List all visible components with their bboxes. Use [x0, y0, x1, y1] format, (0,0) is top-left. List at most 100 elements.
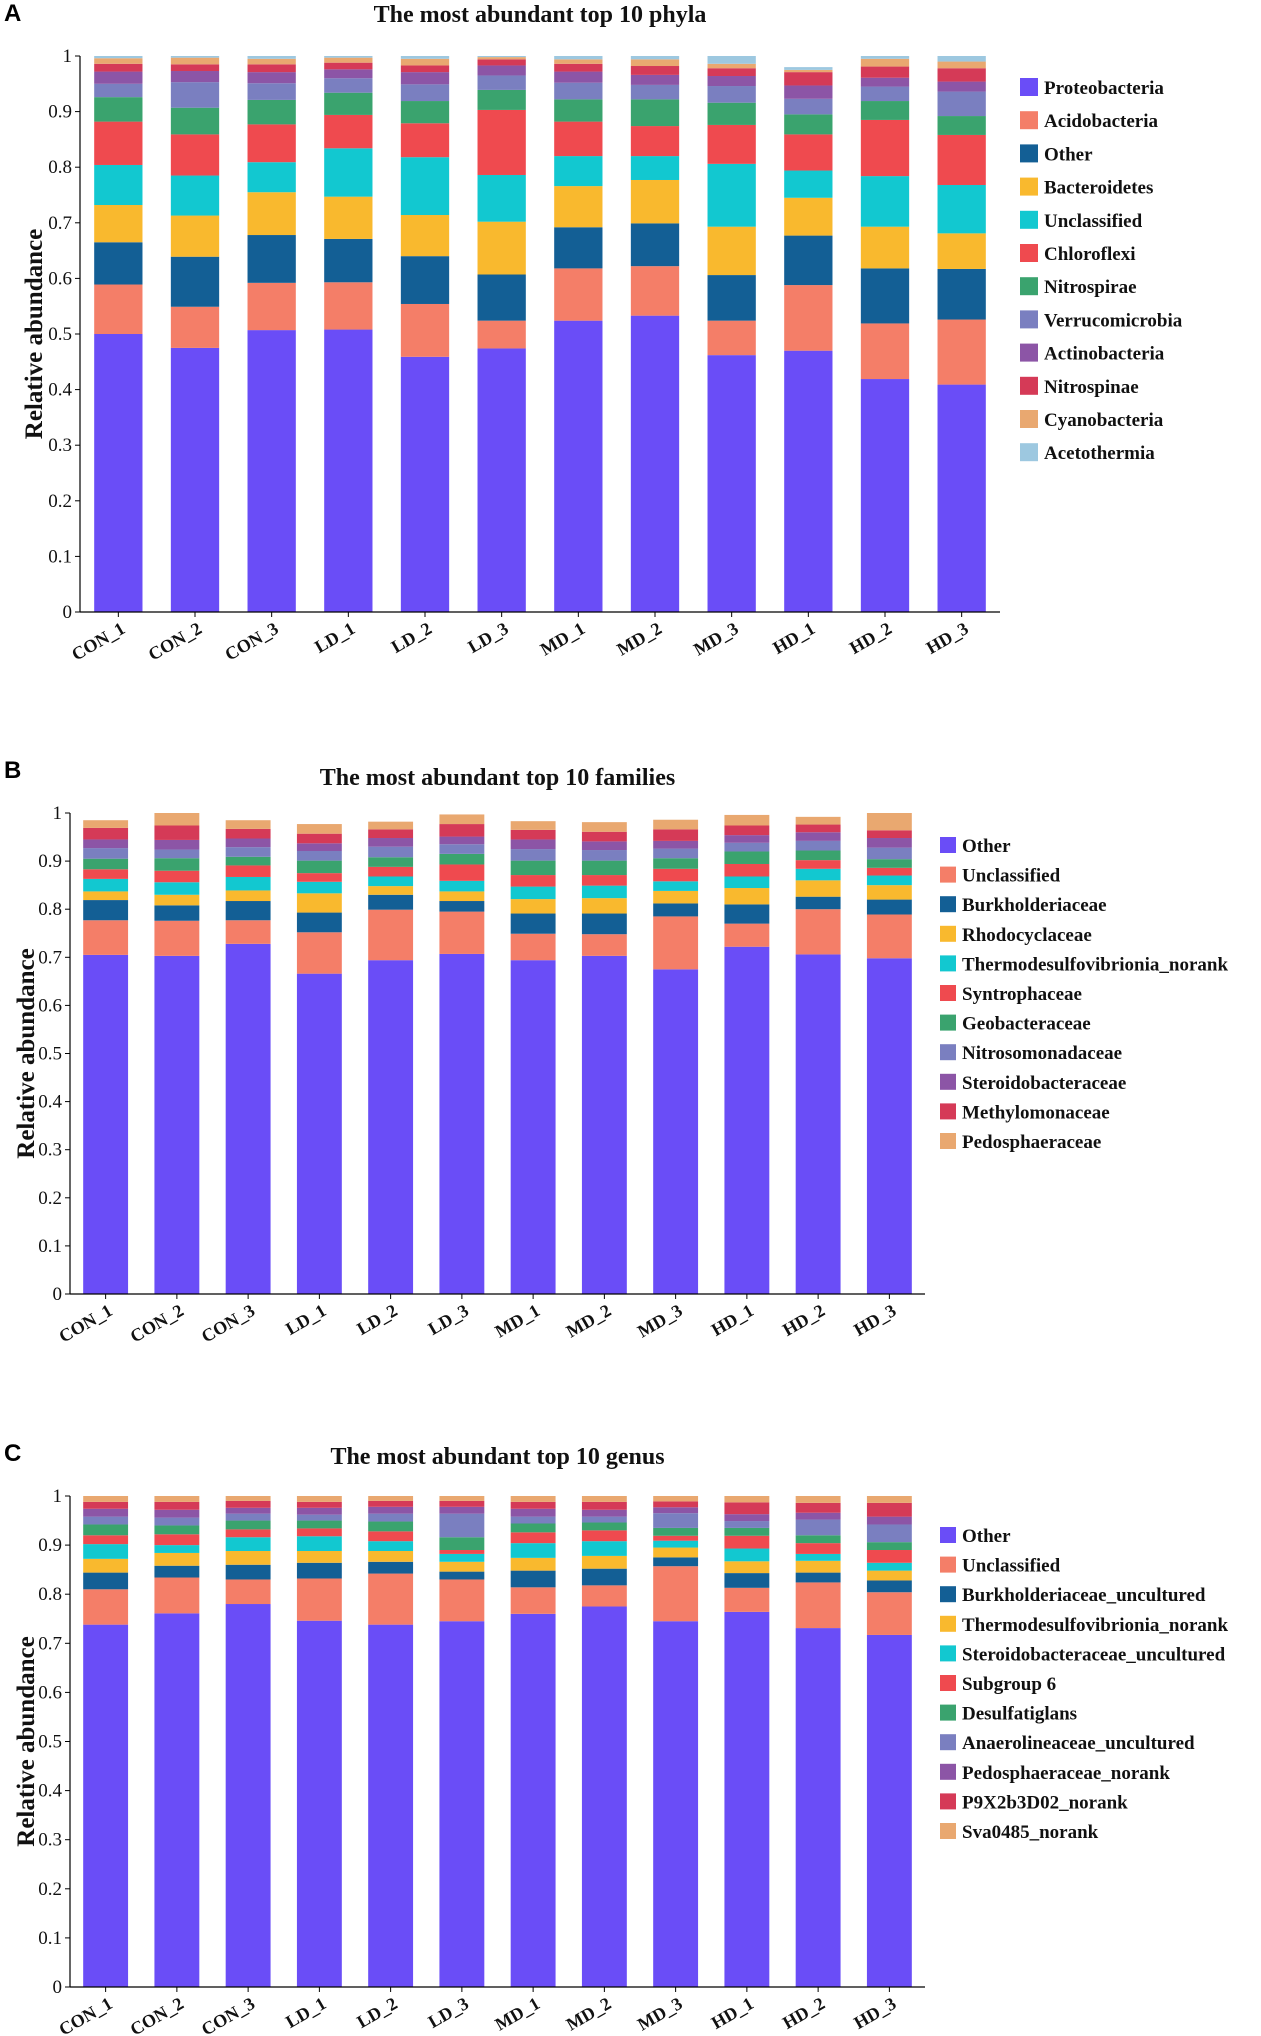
bar-segment-nitrospinae — [784, 72, 833, 86]
bar-segment-burkholderiaceae — [581, 913, 627, 935]
bar-segment-methylomonaceae — [154, 825, 200, 840]
bar-segment-acidobacteria — [630, 266, 680, 316]
bar-segment-nitrospinae — [860, 66, 910, 78]
bar-segment-nitrospirae — [554, 99, 603, 122]
y-tick-label: 0.8 — [48, 157, 72, 178]
x-tick-label: CON_1 — [55, 1300, 115, 1346]
x-tick-label: LD_2 — [353, 1300, 400, 1339]
bar-segment-sva0485-norank — [439, 1496, 485, 1501]
x-tick-label: LD_1 — [282, 1993, 329, 2032]
bar-segment-thermodesulfovibrionia-norank — [368, 1550, 414, 1562]
bar-segment-thermodesulfovibrionia-norank — [724, 876, 770, 889]
legend-swatch — [940, 985, 956, 1001]
bar-segment-thermodesulfovibrionia-norank — [368, 876, 414, 887]
bar-segment-burkholderiaceae-uncultured — [439, 1571, 485, 1580]
panel-a: A The most abundant top 10 phyla Relative… — [0, 0, 1261, 690]
bar-segment-unclassified — [225, 920, 271, 944]
bar-segment-rhodocyclaceae — [866, 885, 912, 900]
bar-segment-other — [581, 1606, 627, 1987]
legend-label: Thermodesulfovibrionia_norank — [962, 1615, 1228, 1636]
bar-segment-unclassified — [724, 1587, 770, 1612]
bar-segment-unclassified — [83, 1589, 129, 1625]
bar-segment-subgroup-6 — [225, 1529, 271, 1538]
bar-segment-actinobacteria — [477, 65, 526, 76]
bar-segment-geobacteraceae — [510, 860, 556, 876]
bar-segment-nitrospirae — [247, 99, 296, 125]
y-tick-label: 0.2 — [38, 1879, 62, 1900]
bar-segment-steroidobacteraceae — [225, 838, 271, 848]
panel-letter: A — [4, 0, 22, 27]
x-tick-label: CON_3 — [198, 1993, 258, 2036]
legend-swatch — [940, 866, 956, 883]
bar-segment-pedosphaeraceae — [724, 814, 770, 826]
bar-segment-steroidobacteraceae — [581, 841, 627, 851]
bar-segment-cyanobacteria — [860, 58, 910, 67]
legend-swatch — [1020, 78, 1038, 96]
bar-segment-pedosphaeraceae-norank — [510, 1508, 556, 1517]
bar-segment-unclassified — [154, 1577, 200, 1614]
bar-segment-nitrospinae — [324, 62, 373, 70]
bar-segment-sva0485-norank — [510, 1496, 556, 1502]
bar-segment-steroidobacteraceae — [795, 832, 841, 841]
bar-segment-p9x2b3d02-norank — [724, 1502, 770, 1515]
bar-segment-burkholderiaceae-uncultured — [795, 1572, 841, 1583]
y-tick-label: 0.6 — [38, 995, 62, 1016]
bar-segment-unclassified — [581, 1585, 627, 1607]
bar-segment-unclassified — [630, 156, 680, 180]
bar-segment-syntrophaceae — [83, 869, 129, 879]
legend-swatch — [1020, 277, 1038, 296]
bar-segment-acetothermia — [477, 56, 526, 58]
bar-segment-nitrosomonadaceae — [368, 846, 414, 858]
bar-segment-nitrospinae — [630, 66, 680, 75]
bar-segment-steroidobacteraceae-uncultured — [510, 1543, 556, 1558]
bar-segment-proteobacteria — [630, 315, 680, 612]
bar-segment-other — [795, 954, 841, 1294]
bar-segment-actinobacteria — [170, 71, 220, 83]
bar-segment-actinobacteria — [324, 69, 373, 79]
bar-segment-other — [225, 943, 271, 1294]
bar-segment-desulfatiglans — [653, 1527, 699, 1536]
bar-segment-syntrophaceae — [439, 864, 485, 881]
bar-segment-p9x2b3d02-norank — [154, 1501, 200, 1510]
y-tick-label: 0.6 — [48, 268, 72, 289]
bar-segment-verrucomicrobia — [477, 75, 526, 90]
bar-segment-methylomonaceae — [653, 829, 699, 841]
y-tick-label: 0.5 — [48, 324, 72, 345]
bar-segment-nitrospirae — [784, 114, 833, 135]
bar-segment-anaerolineaceae-uncultured — [581, 1516, 627, 1523]
legend-swatch — [940, 1527, 956, 1543]
bar-segment-other — [225, 1604, 271, 1987]
y-tick-label: 0.9 — [38, 851, 62, 872]
bar-segment-unclassified — [439, 911, 485, 954]
bar-segment-unclassified — [324, 148, 373, 197]
y-tick-label: 0.1 — [38, 1236, 62, 1257]
legend-swatch — [940, 1763, 956, 1780]
bar-segment-p9x2b3d02-norank — [439, 1500, 485, 1507]
x-tick-label: CON_2 — [127, 1300, 187, 1346]
bar-segment-other — [154, 1613, 200, 1987]
bar-segment-thermodesulfovibrionia-norank — [510, 1557, 556, 1571]
panel-letter: C — [4, 1440, 22, 1467]
bar-segment-sva0485-norank — [225, 1496, 271, 1501]
bar-segment-sva0485-norank — [296, 1496, 342, 1502]
bar-segment-rhodocyclaceae — [439, 891, 485, 902]
legend-label: Burkholderiaceae_uncultured — [962, 1585, 1206, 1606]
bar-segment-proteobacteria — [784, 350, 833, 612]
bar-segment-actinobacteria — [937, 81, 986, 92]
legend-label: Cyanobacteria — [1044, 410, 1164, 431]
bar-segment-nitrospirae — [324, 92, 373, 115]
legend-swatch — [940, 1044, 956, 1061]
bar-segment-anaerolineaceae-uncultured — [154, 1517, 200, 1526]
bar-segment-pedosphaeraceae — [866, 813, 912, 831]
bar-segment-steroidobacteraceae — [724, 835, 770, 843]
bar-segment-other — [724, 946, 770, 1294]
bar-segment-nitrosomonadaceae — [83, 848, 129, 859]
legend-label: Subgroup 6 — [962, 1674, 1056, 1695]
y-tick-label: 0 — [63, 602, 73, 623]
bar-segment-burkholderiaceae-uncultured — [510, 1570, 556, 1588]
bar-segment-acidobacteria — [707, 320, 756, 356]
bar-segment-acetothermia — [247, 56, 296, 59]
bar-segment-desulfatiglans — [866, 1542, 912, 1551]
legend-label: Nitrospinae — [1044, 377, 1139, 398]
bar-segment-subgroup-6 — [368, 1531, 414, 1542]
